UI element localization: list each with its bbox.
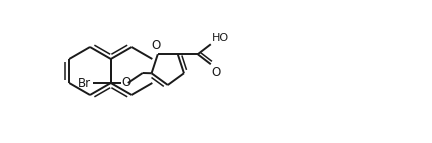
Text: HO: HO bbox=[212, 33, 229, 43]
Text: O: O bbox=[212, 66, 221, 79]
Text: O: O bbox=[122, 77, 131, 90]
Text: O: O bbox=[151, 39, 160, 52]
Text: Br: Br bbox=[78, 77, 91, 90]
